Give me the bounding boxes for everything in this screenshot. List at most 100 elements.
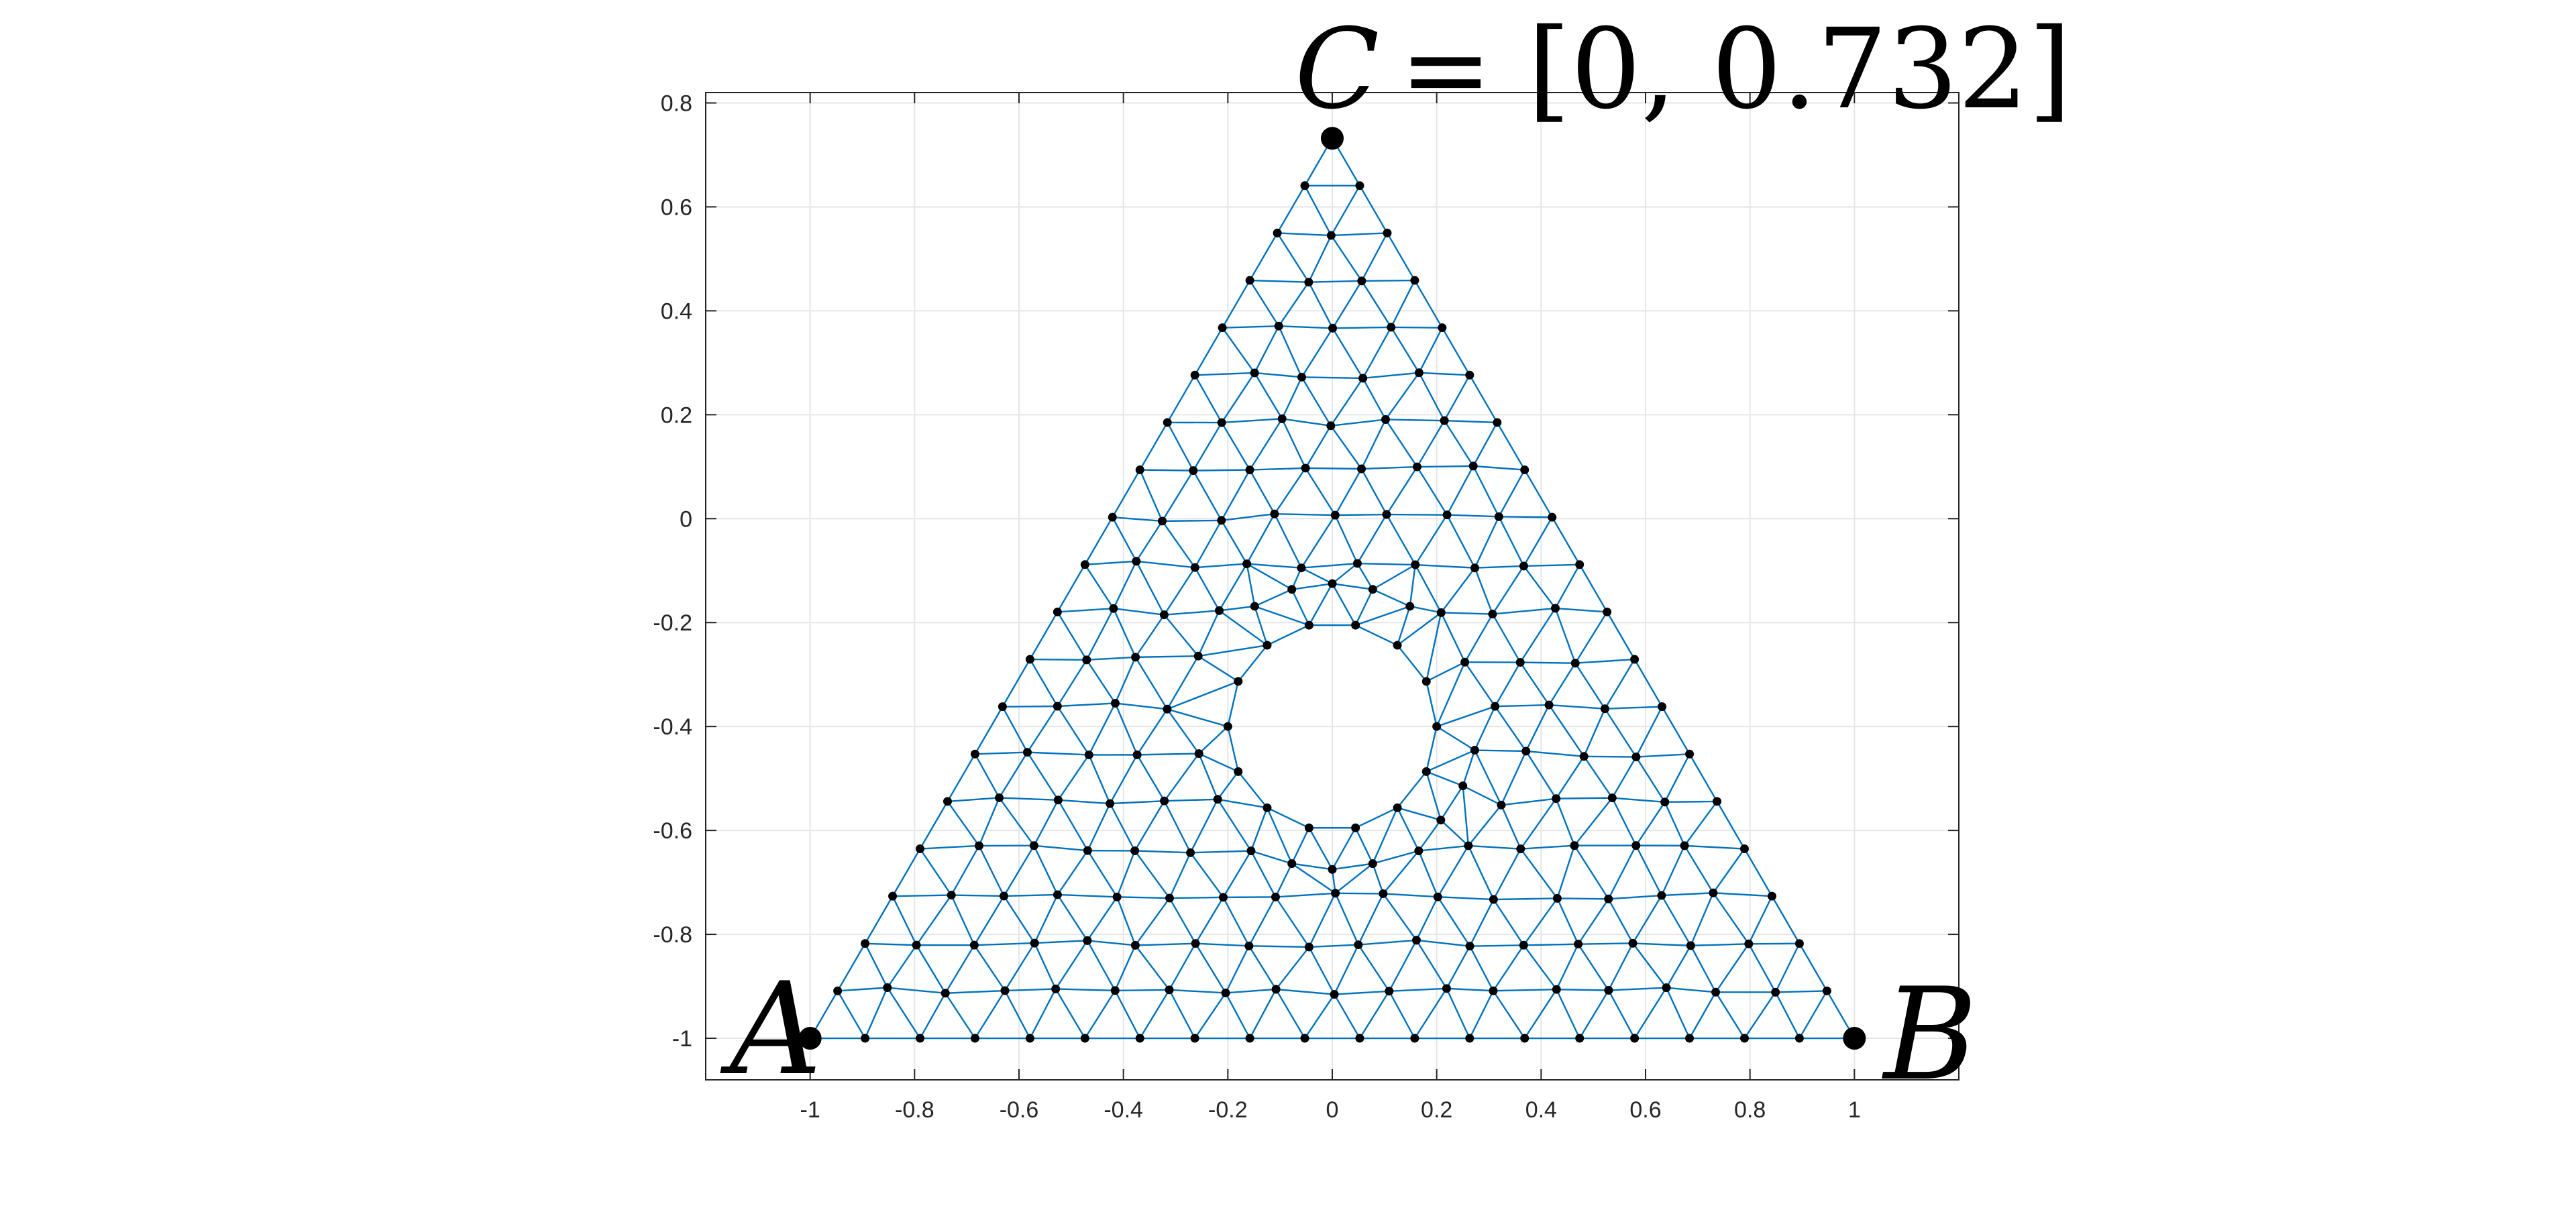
mesh-edge <box>886 944 918 989</box>
vertex-c-variable: C <box>1295 5 1379 133</box>
mesh-edge <box>1246 563 1293 590</box>
mesh-edge <box>1004 990 1031 1039</box>
mesh-node <box>1464 841 1473 850</box>
mesh-edge <box>1112 516 1137 562</box>
mesh-edge <box>1332 280 1362 329</box>
mesh-edge <box>974 706 1004 755</box>
mesh-edge <box>1301 376 1363 380</box>
mesh-edge <box>1249 418 1283 471</box>
mesh-edge <box>1113 608 1165 616</box>
mesh-node <box>1331 889 1340 898</box>
mesh-edge <box>1413 280 1443 329</box>
mesh-edge <box>1523 516 1553 567</box>
mesh-edge <box>1281 376 1303 419</box>
y-tick-label: -0.2 <box>653 610 692 636</box>
mesh-node <box>1383 228 1392 237</box>
mesh-edge <box>1163 614 1199 657</box>
mesh-node <box>1190 563 1199 572</box>
mesh-node <box>1106 799 1115 808</box>
mesh-node <box>1328 579 1337 588</box>
mesh-edge <box>1139 422 1169 471</box>
mesh-edge <box>1217 771 1239 800</box>
mesh-edge <box>1194 520 1222 568</box>
mesh-edge <box>1464 613 1493 663</box>
corner-point-b <box>1843 1027 1866 1050</box>
mesh-edge <box>1134 657 1168 710</box>
mesh-node <box>1460 657 1470 667</box>
mesh-edge <box>1055 988 1116 992</box>
mesh-edge <box>1418 372 1446 421</box>
mesh-edge <box>1222 325 1279 329</box>
mesh-edge <box>1372 563 1416 590</box>
mesh-edge <box>1498 469 1525 517</box>
mesh-edge <box>1468 899 1495 947</box>
mesh-node <box>1051 984 1061 993</box>
mesh-edge <box>1217 799 1252 852</box>
mesh-edge <box>1418 327 1443 374</box>
mesh-edge <box>1277 232 1332 237</box>
mesh-edge <box>1385 514 1416 565</box>
mesh-edge <box>1494 706 1527 752</box>
mesh-edge <box>892 894 952 897</box>
mesh-edge <box>1660 845 1686 896</box>
mesh-edge <box>1162 519 1222 522</box>
mesh-edge <box>1307 235 1332 283</box>
mesh-edge <box>1396 807 1419 852</box>
mesh-edge <box>1362 372 1419 380</box>
mesh-edge <box>1033 845 1059 895</box>
mesh-node <box>1393 641 1402 650</box>
mesh-edge <box>1583 708 1606 757</box>
mesh-edge <box>1189 852 1224 898</box>
mesh-node <box>1468 461 1478 471</box>
mesh-edge <box>1250 850 1277 897</box>
mesh-node <box>1330 510 1340 520</box>
mesh-edge <box>1360 280 1392 328</box>
mesh-edge <box>1163 753 1200 802</box>
mesh-node <box>1368 859 1377 869</box>
mesh-edge <box>1684 845 1714 893</box>
x-tick-label: -1 <box>800 1097 820 1123</box>
mesh-node <box>1604 894 1613 903</box>
mesh-edge <box>1631 895 1662 944</box>
mesh-edge <box>1222 850 1252 898</box>
mesh-edge <box>1301 567 1333 585</box>
mesh-edge <box>1250 467 1306 471</box>
mesh-edge <box>1301 376 1332 427</box>
y-tick-label: 0.4 <box>661 298 692 324</box>
mesh-edge <box>1493 848 1521 900</box>
mesh-edge <box>1688 991 1717 1039</box>
mesh-edge <box>1583 756 1613 799</box>
mesh-edge <box>1332 863 1373 871</box>
mesh-edge <box>1220 520 1248 565</box>
mesh-edge <box>1416 466 1448 516</box>
mesh-edge <box>1291 863 1333 871</box>
y-tick-label: 0 <box>680 506 692 532</box>
mesh-edge <box>1112 608 1136 658</box>
mesh-edge <box>1246 563 1301 569</box>
mesh-edge <box>1415 896 1439 941</box>
mesh-edge <box>1254 325 1280 374</box>
mesh-edge <box>947 753 976 802</box>
mesh-edge <box>1267 807 1309 829</box>
x-tick-label: 0.8 <box>1734 1097 1766 1123</box>
mesh-node <box>1385 987 1394 996</box>
mesh-node <box>1630 1034 1640 1043</box>
mesh-edge <box>1385 372 1420 421</box>
mesh-edge <box>1112 561 1137 609</box>
mesh-edge <box>1573 845 1609 899</box>
mesh-edge <box>1467 804 1502 846</box>
mesh-node <box>1410 1034 1419 1043</box>
mesh-edge <box>1548 663 1576 706</box>
mesh-edge <box>1140 469 1193 472</box>
mesh-node <box>1519 940 1528 950</box>
mesh-edge <box>1492 944 1525 991</box>
mesh-edge <box>1388 940 1417 992</box>
mesh-node <box>1494 512 1503 521</box>
mesh-edge <box>1134 850 1171 899</box>
mesh-node <box>1442 984 1451 993</box>
mesh-edge <box>1555 607 1607 613</box>
mesh-node <box>1080 1034 1089 1043</box>
mesh-edge <box>1221 372 1256 423</box>
mesh-edge <box>1608 894 1662 900</box>
mesh-edge <box>1578 989 1609 1039</box>
